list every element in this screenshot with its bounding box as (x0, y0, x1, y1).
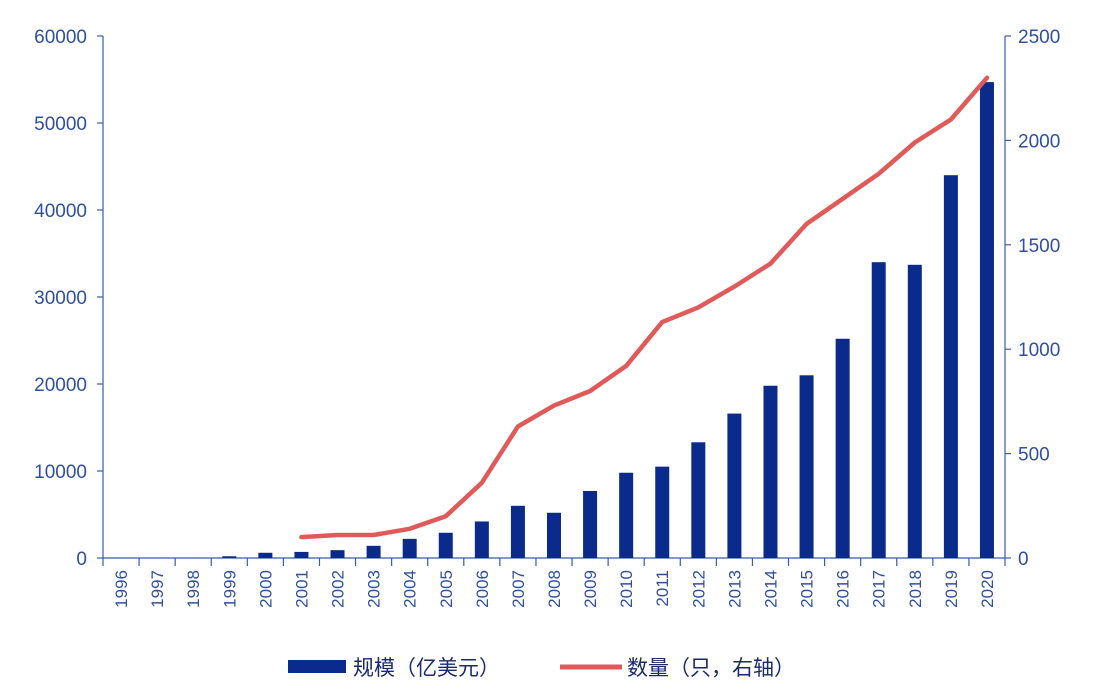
bar (871, 262, 886, 558)
legend-swatch-bar (288, 660, 346, 673)
x-tick-label: 2004 (401, 570, 420, 608)
x-tick-label: 2011 (653, 570, 672, 607)
x-tick-label: 1997 (148, 570, 167, 608)
y-tick-label-left: 30000 (34, 288, 87, 309)
y-tick-label-right: 0 (1018, 549, 1029, 570)
x-tick-label: 2014 (761, 570, 780, 608)
bar (402, 538, 417, 558)
bar (294, 551, 309, 558)
x-tick-label: 1999 (220, 570, 239, 608)
x-tick-label: 2007 (509, 570, 528, 608)
y-tick-label-left: 40000 (34, 201, 87, 222)
x-tick-label: 2002 (329, 570, 348, 608)
bar (799, 375, 814, 558)
bar (510, 505, 525, 558)
bar (943, 175, 958, 558)
y-tick-label-right: 2500 (1018, 27, 1060, 48)
bar (222, 556, 237, 558)
x-tick-label: 2019 (942, 570, 961, 608)
legend-label-bar: 规模（亿美元） (353, 656, 500, 680)
x-tick-label: 1998 (184, 570, 203, 608)
x-tick-label: 2009 (581, 570, 600, 608)
x-tick-label: 2018 (906, 570, 925, 608)
y-tick-label-right: 1500 (1018, 236, 1060, 257)
y-tick-label-left: 10000 (34, 462, 87, 483)
bar (366, 545, 381, 558)
x-tick-label: 2003 (365, 570, 384, 608)
x-tick-label: 1996 (112, 570, 131, 608)
x-tick-label: 2016 (834, 570, 853, 608)
x-tick-label: 2010 (617, 570, 636, 608)
bar (474, 521, 489, 558)
bar (655, 466, 670, 558)
x-tick-label: 2017 (870, 570, 889, 608)
x-tick-label: 2008 (545, 570, 564, 608)
legend-label-line: 数量（只，右轴） (627, 656, 795, 680)
bar (691, 442, 706, 558)
bar (763, 385, 778, 558)
line-series (299, 75, 990, 540)
y-tick-label-left: 60000 (34, 27, 87, 48)
x-tick-label: 2020 (978, 570, 997, 608)
y-tick-label-right: 1000 (1018, 340, 1060, 361)
y-tick-label-left: 20000 (34, 375, 87, 396)
bar (438, 532, 453, 558)
x-tick-label: 2005 (437, 570, 456, 608)
bar (547, 512, 561, 558)
y-tick-label-right: 500 (1018, 445, 1050, 466)
bar (619, 472, 634, 558)
bar (727, 413, 742, 558)
bar (330, 550, 345, 558)
bar (583, 491, 598, 558)
bar (979, 82, 994, 559)
x-tick-label: 2012 (689, 570, 708, 608)
y-tick-label-right: 2000 (1018, 131, 1060, 152)
x-tick-label: 2001 (292, 570, 311, 608)
x-tick-label: 2013 (725, 570, 744, 608)
bar (258, 552, 273, 558)
y-tick-label-left: 50000 (34, 114, 87, 135)
y-tick-label-left: 0 (76, 549, 87, 570)
bar (835, 338, 850, 558)
x-tick-label: 2015 (798, 570, 817, 608)
x-tick-label: 2000 (256, 570, 275, 608)
x-tick-label: 2006 (473, 570, 492, 608)
bar (907, 264, 922, 558)
